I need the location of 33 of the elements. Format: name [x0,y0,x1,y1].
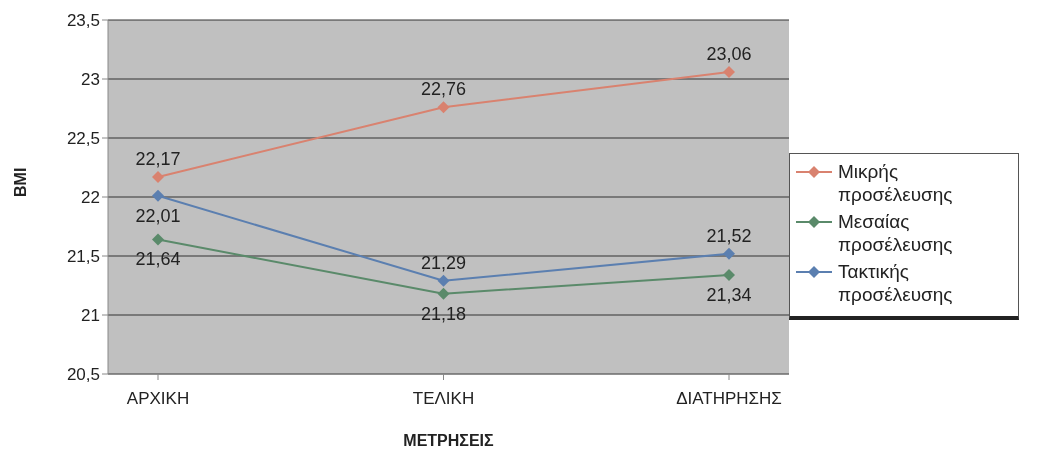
data-label: 21,29 [420,252,467,273]
point [437,101,450,114]
y-tick-label: 21 [81,306,100,326]
legend-label: Μεσαίας προσέλευσης [838,209,954,256]
point [723,65,735,78]
legend-label: Τακτικής προσέλευσης [838,259,954,306]
y-tick-label: 21,5 [66,247,100,267]
data-label: 22,17 [135,148,181,169]
y-axis-title: BMI [11,167,29,197]
data-label: 22,01 [135,205,181,226]
x-tick-label: ΤΕΛΙΚΗ [412,389,475,409]
point [437,274,450,287]
y-tick-label: 23,5 [66,11,100,31]
y-tick-label: 23 [81,70,100,90]
x-tick-label: ΑΡΧΙΚΗ [126,389,190,409]
x-tick-label: ΔΙΑΤΗΡΗΣΗΣ [676,389,782,409]
y-tick-label: 22 [81,188,100,208]
legend-label: Μικρής προσέλευσης [838,159,954,206]
point [152,170,164,183]
y-tick-label: 20,5 [66,365,100,385]
data-label: 21,34 [706,284,752,305]
data-label: 21,52 [706,225,752,246]
point [723,268,735,281]
point [437,287,450,300]
y-tick-label: 22,5 [66,129,100,149]
data-label: 23,06 [706,43,752,64]
data-label: 21,18 [420,303,467,324]
data-label: 21,64 [135,249,181,270]
point [723,247,735,260]
point [152,189,164,202]
x-axis-title: ΜΕΤΡΗΣΕΙΣ [403,432,495,449]
data-label: 22,76 [420,79,467,100]
point [152,233,164,246]
